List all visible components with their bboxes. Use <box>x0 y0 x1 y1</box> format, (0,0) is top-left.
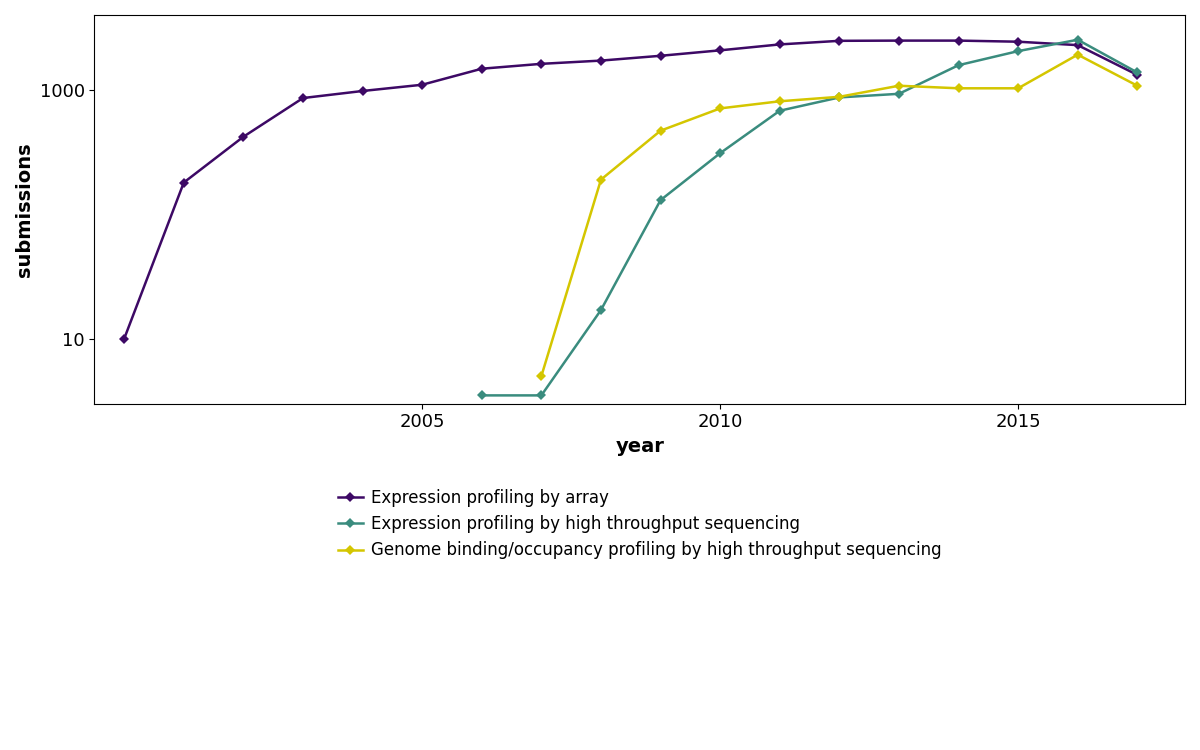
Expression profiling by high throughput sequencing <box>1070 35 1085 44</box>
Expression profiling by array <box>534 59 548 68</box>
Expression profiling by high throughput sequencing <box>832 93 846 102</box>
Genome binding/occupancy profiling by high throughput sequencing <box>1070 50 1085 59</box>
Expression profiling by array <box>236 132 251 141</box>
Expression profiling by high throughput sequencing <box>773 106 787 116</box>
Genome binding/occupancy profiling by high throughput sequencing <box>1130 81 1145 90</box>
Expression profiling by array <box>415 80 430 89</box>
Expression profiling by array <box>773 40 787 49</box>
Genome binding/occupancy profiling by high throughput sequencing <box>1010 84 1025 93</box>
Genome binding/occupancy profiling by high throughput sequencing <box>653 126 667 135</box>
Expression profiling by array <box>1130 70 1145 80</box>
Expression profiling by high throughput sequencing <box>1130 68 1145 77</box>
Expression profiling by high throughput sequencing <box>892 89 906 98</box>
Legend: Expression profiling by array, Expression profiling by high throughput sequencin: Expression profiling by array, Expressio… <box>331 482 948 566</box>
Line: Genome binding/occupancy profiling by high throughput sequencing: Genome binding/occupancy profiling by hi… <box>538 51 1141 380</box>
Expression profiling by array <box>713 46 727 55</box>
Expression profiling by array <box>295 94 310 103</box>
Genome binding/occupancy profiling by high throughput sequencing <box>832 92 846 101</box>
Y-axis label: submissions: submissions <box>14 142 34 277</box>
Genome binding/occupancy profiling by high throughput sequencing <box>892 81 906 90</box>
Expression profiling by array <box>892 36 906 45</box>
Genome binding/occupancy profiling by high throughput sequencing <box>713 104 727 113</box>
Expression profiling by array <box>474 64 488 74</box>
Expression profiling by array <box>1070 40 1085 50</box>
Expression profiling by array <box>952 36 966 45</box>
Expression profiling by high throughput sequencing <box>474 391 488 400</box>
Genome binding/occupancy profiling by high throughput sequencing <box>534 371 548 380</box>
Genome binding/occupancy profiling by high throughput sequencing <box>952 84 966 93</box>
Line: Expression profiling by array: Expression profiling by array <box>121 38 1141 342</box>
Expression profiling by array <box>653 51 667 60</box>
Expression profiling by high throughput sequencing <box>713 148 727 158</box>
Line: Expression profiling by high throughput sequencing: Expression profiling by high throughput … <box>479 36 1141 399</box>
Expression profiling by high throughput sequencing <box>594 305 608 314</box>
Expression profiling by high throughput sequencing <box>952 61 966 70</box>
Expression profiling by array <box>832 36 846 45</box>
Expression profiling by high throughput sequencing <box>534 391 548 400</box>
Genome binding/occupancy profiling by high throughput sequencing <box>594 175 608 184</box>
Genome binding/occupancy profiling by high throughput sequencing <box>773 97 787 106</box>
X-axis label: year: year <box>616 437 664 456</box>
Expression profiling by array <box>118 334 132 344</box>
Expression profiling by array <box>176 178 191 187</box>
Expression profiling by array <box>355 86 370 95</box>
Expression profiling by high throughput sequencing <box>1010 46 1025 56</box>
Expression profiling by array <box>594 56 608 65</box>
Expression profiling by array <box>1010 38 1025 46</box>
Expression profiling by high throughput sequencing <box>653 196 667 205</box>
